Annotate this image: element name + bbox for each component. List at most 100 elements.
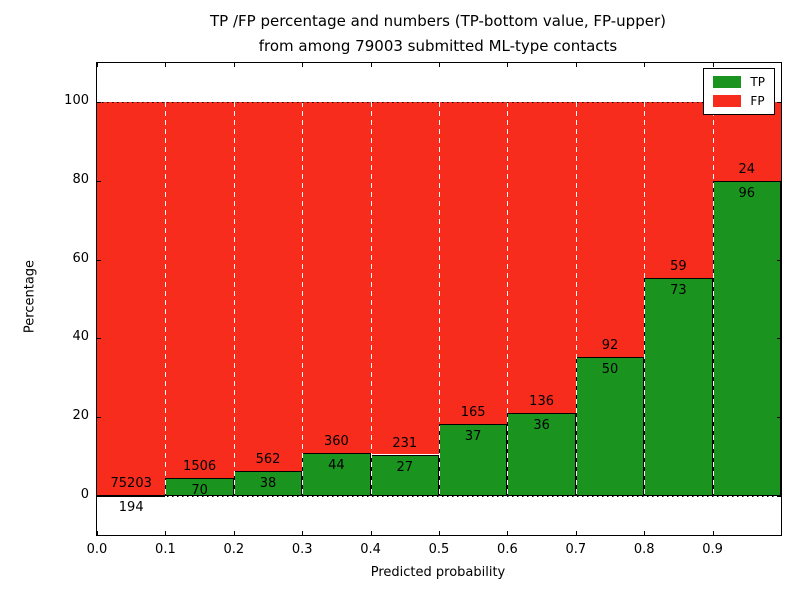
chart-title-line2: from among 79003 submitted ML-type conta… xyxy=(258,36,618,55)
bar-fp-segment xyxy=(370,102,439,455)
bar-tp-segment xyxy=(507,413,576,496)
x-tick-label: 0.4 xyxy=(360,542,381,557)
x-tick-mark xyxy=(370,63,372,67)
y-tick-label: 100 xyxy=(64,93,89,109)
x-tick-mark xyxy=(233,63,235,67)
y-tick-label: 0 xyxy=(80,486,89,502)
gridline-vertical xyxy=(644,102,646,496)
y-tick-mark xyxy=(97,338,101,340)
x-tick-label: 0.8 xyxy=(633,542,655,557)
bar-label-tp: 50 xyxy=(601,362,619,378)
y-tick-mark xyxy=(777,102,781,104)
x-tick-mark xyxy=(439,63,440,67)
bar-fp-segment xyxy=(302,102,371,453)
x-tick-mark xyxy=(233,531,235,535)
bar-label-tp: 73 xyxy=(670,283,687,299)
bar-fp-segment xyxy=(644,102,713,279)
x-tick-label: 0.7 xyxy=(565,542,587,557)
x-tick-mark xyxy=(370,531,372,535)
x-tick-mark xyxy=(575,63,577,67)
y-axis-label: Percentage xyxy=(22,259,38,334)
x-tick-mark xyxy=(644,531,646,535)
x-tick-mark xyxy=(165,531,167,535)
legend-swatch-tp-icon xyxy=(713,76,742,88)
bar-fp-segment xyxy=(233,102,303,471)
y-tick-mark xyxy=(97,259,101,261)
legend-swatch-fp-icon xyxy=(713,95,742,107)
x-tick-mark xyxy=(165,63,167,67)
y-tick-mark xyxy=(777,338,781,340)
bar-label-fp: 1506 xyxy=(183,459,217,475)
chart-title: TP /FP percentage and numbers (TP-bottom… xyxy=(96,9,780,59)
bar-fp-segment xyxy=(439,102,508,424)
legend-label-tp: TP xyxy=(750,75,765,89)
x-tick-label: 0.6 xyxy=(497,542,518,557)
x-axis-label: Predicted probability xyxy=(370,565,506,580)
gridline-horizontal xyxy=(97,495,781,497)
bar-label-tp: 70 xyxy=(191,483,208,499)
bar-fp-segment xyxy=(507,102,576,414)
bar-label-tp: 27 xyxy=(396,459,414,475)
gridline-horizontal xyxy=(97,102,781,104)
bar-label-fp: 136 xyxy=(529,394,554,410)
x-tick-mark xyxy=(97,63,98,67)
x-tick-label: 0.3 xyxy=(291,542,313,557)
y-tick-label: 40 xyxy=(72,329,89,345)
legend-entry-tp: TP xyxy=(713,75,765,89)
bar-fp-segment xyxy=(97,102,166,495)
bar-label-fp: 92 xyxy=(601,338,619,354)
x-tick-label: 0.2 xyxy=(223,542,245,557)
gridline-vertical xyxy=(507,102,509,496)
gridline-vertical xyxy=(302,102,304,496)
y-tick-label: 80 xyxy=(72,172,89,187)
bar-tp-segment xyxy=(644,278,713,496)
y-tick-mark xyxy=(97,417,101,418)
y-tick-mark xyxy=(777,495,781,497)
plot-area: TP FP 75203 194 1506 70 562 38 360 44 231 27 165 37… xyxy=(64,62,782,557)
x-tick-mark xyxy=(712,63,714,67)
bar-fp-segment xyxy=(712,102,781,181)
legend-entry-fp: FP xyxy=(713,94,765,108)
bar-tp-segment xyxy=(575,357,645,496)
bar-label-fp: 24 xyxy=(738,162,756,177)
legend: TP FP xyxy=(703,68,775,115)
bar-label-fp: 165 xyxy=(460,404,486,420)
y-tick-mark xyxy=(777,181,781,182)
bar-label-fp: 562 xyxy=(255,451,281,467)
x-tick-mark xyxy=(97,531,98,535)
x-tick-mark xyxy=(439,531,440,535)
bar-label-tp: 194 xyxy=(118,499,144,515)
x-tick-mark xyxy=(302,531,304,535)
bar-label-tp: 44 xyxy=(328,457,345,473)
x-tick-label: 0.0 xyxy=(86,542,108,557)
bar-label-fp: 75203 xyxy=(110,475,152,491)
y-tick-label: 20 xyxy=(72,408,89,423)
bar-label-tp: 96 xyxy=(738,186,756,201)
gridline-vertical xyxy=(370,102,372,496)
bar-fp-segment xyxy=(165,102,234,479)
legend-label-fp: FP xyxy=(750,94,765,108)
bar-label-fp: 59 xyxy=(670,259,687,275)
x-tick-mark xyxy=(302,63,304,67)
y-tick-mark xyxy=(97,102,101,104)
y-tick-mark xyxy=(97,495,101,497)
x-tick-mark xyxy=(507,63,509,67)
y-tick-mark xyxy=(97,181,101,182)
bar-tp-segment xyxy=(370,454,439,496)
y-tick-label: 60 xyxy=(72,250,89,266)
bar-fp-segment xyxy=(575,102,645,358)
x-tick-label: 0.5 xyxy=(428,542,450,557)
gridline-vertical xyxy=(575,102,577,496)
x-tick-label: 0.9 xyxy=(702,542,723,557)
gridline-vertical xyxy=(712,102,714,496)
y-tick-mark xyxy=(777,259,781,261)
bar-label-tp: 36 xyxy=(533,418,550,434)
bar-tp-segment xyxy=(302,452,371,496)
chart-title-line1: TP /FP percentage and numbers (TP-bottom… xyxy=(210,12,666,30)
x-tick-mark xyxy=(644,63,646,67)
x-tick-mark xyxy=(507,531,509,535)
bar-label-tp: 37 xyxy=(464,428,482,444)
x-tick-label: 0.1 xyxy=(155,542,176,557)
x-tick-mark xyxy=(575,531,577,535)
